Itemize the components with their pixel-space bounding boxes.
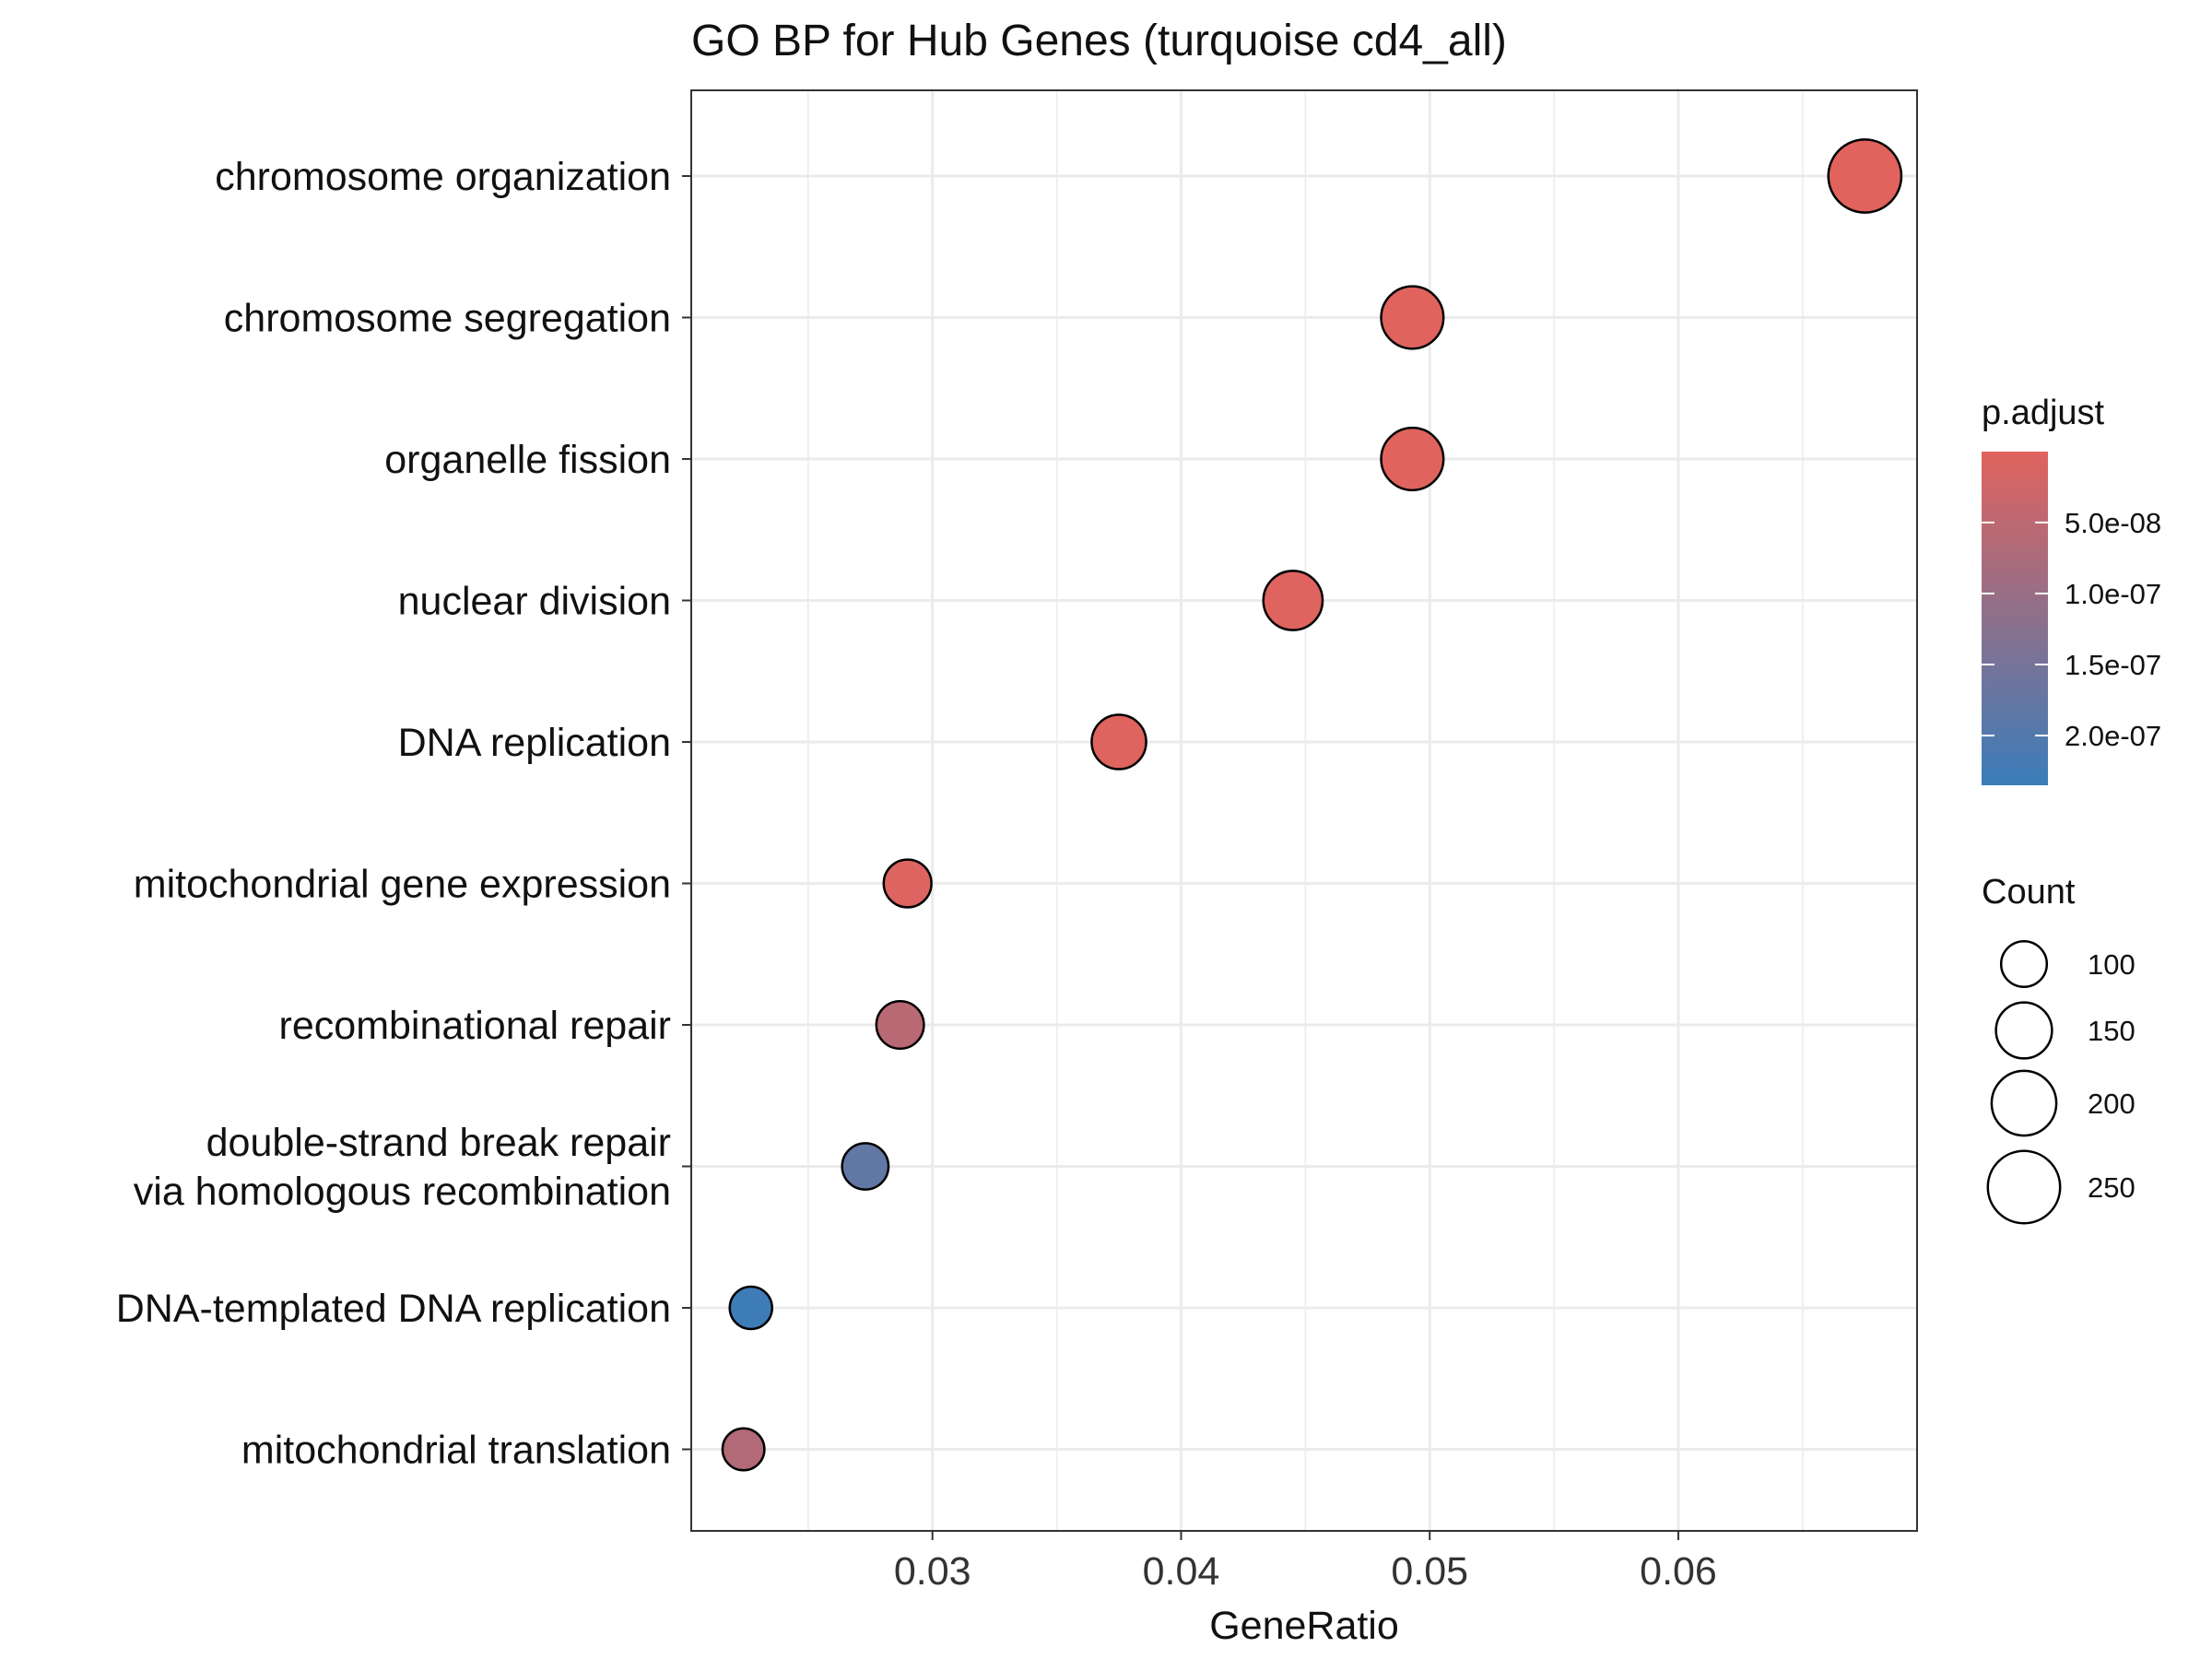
size-legend-circle xyxy=(1986,1149,2062,1225)
size-legend-label: 200 xyxy=(2088,1088,2136,1120)
x-tick-label: 0.03 xyxy=(894,1549,971,1594)
size-legend-circle xyxy=(1994,1001,2053,1060)
plot-background xyxy=(691,90,1917,1531)
size-legend: Count 100 150 200 250 xyxy=(1982,873,2136,1225)
data-points xyxy=(721,138,1903,1472)
color-legend-title: p.adjust xyxy=(1982,394,2105,432)
plot-border xyxy=(690,89,1918,1532)
colorbar-tick-label: 1.0e-07 xyxy=(2065,578,2161,610)
y-axis: chromosome organization chromosome segreg… xyxy=(116,155,691,1473)
color-legend-bar xyxy=(1982,452,2048,785)
data-point xyxy=(841,1142,890,1191)
data-point xyxy=(1827,138,1903,214)
chart-title: GO BP for Hub Genes (turquoise cd4_all) xyxy=(691,17,1507,65)
data-point xyxy=(728,1285,773,1331)
size-legend-title: Count xyxy=(1982,873,2076,912)
color-legend-ticks: 5.0e-08 1.0e-07 1.5e-07 2.0e-07 xyxy=(1982,507,2161,752)
y-tick-label: recombinational repair xyxy=(279,1004,671,1048)
y-tick-label: mitochondrial translation xyxy=(241,1429,671,1473)
colorbar-tick-label: 1.5e-07 xyxy=(2065,649,2161,681)
x-tick-label: 0.06 xyxy=(1640,1549,1717,1594)
y-tick-label: organelle fission xyxy=(384,438,671,482)
data-point xyxy=(1262,570,1324,631)
plot-panel xyxy=(690,89,1918,1532)
data-point xyxy=(882,858,933,909)
size-legend-circle xyxy=(1999,939,2049,989)
size-legend-label: 100 xyxy=(2088,948,2136,981)
y-tick-label: DNA-templated DNA replication xyxy=(116,1287,671,1331)
y-tick-label: chromosome organization xyxy=(215,155,671,199)
color-legend: p.adjust 5.0e-08 1.0e-07 1.5e-07 2.0e-07 xyxy=(1982,394,2161,785)
size-legend-circle xyxy=(1990,1069,2058,1137)
y-tick-label: double-strand break repair via homologous… xyxy=(134,1121,671,1214)
y-tick-label: mitochondrial gene expression xyxy=(134,863,671,907)
colorbar-tick-label: 5.0e-08 xyxy=(2065,507,2161,539)
size-legend-label: 150 xyxy=(2088,1015,2136,1047)
x-axis-title: GeneRatio xyxy=(1209,1604,1399,1648)
x-tick-label: 0.05 xyxy=(1391,1549,1468,1594)
data-point xyxy=(1380,426,1445,492)
x-tick-label: 0.04 xyxy=(1143,1549,1220,1594)
data-point xyxy=(1090,713,1147,771)
data-point xyxy=(721,1427,766,1472)
size-legend-label: 250 xyxy=(2088,1171,2136,1204)
x-axis: 0.03 0.04 0.05 0.06 xyxy=(894,1531,1717,1594)
data-point xyxy=(875,999,925,1051)
size-legend-items: 100 150 200 250 xyxy=(1986,939,2136,1225)
y-tick-label: chromosome segregation xyxy=(224,297,671,341)
y-tick-label: DNA replication xyxy=(398,721,671,765)
colorbar-tick-label: 2.0e-07 xyxy=(2065,720,2161,752)
data-point xyxy=(1380,285,1445,350)
y-tick-label: nuclear division xyxy=(398,580,671,624)
